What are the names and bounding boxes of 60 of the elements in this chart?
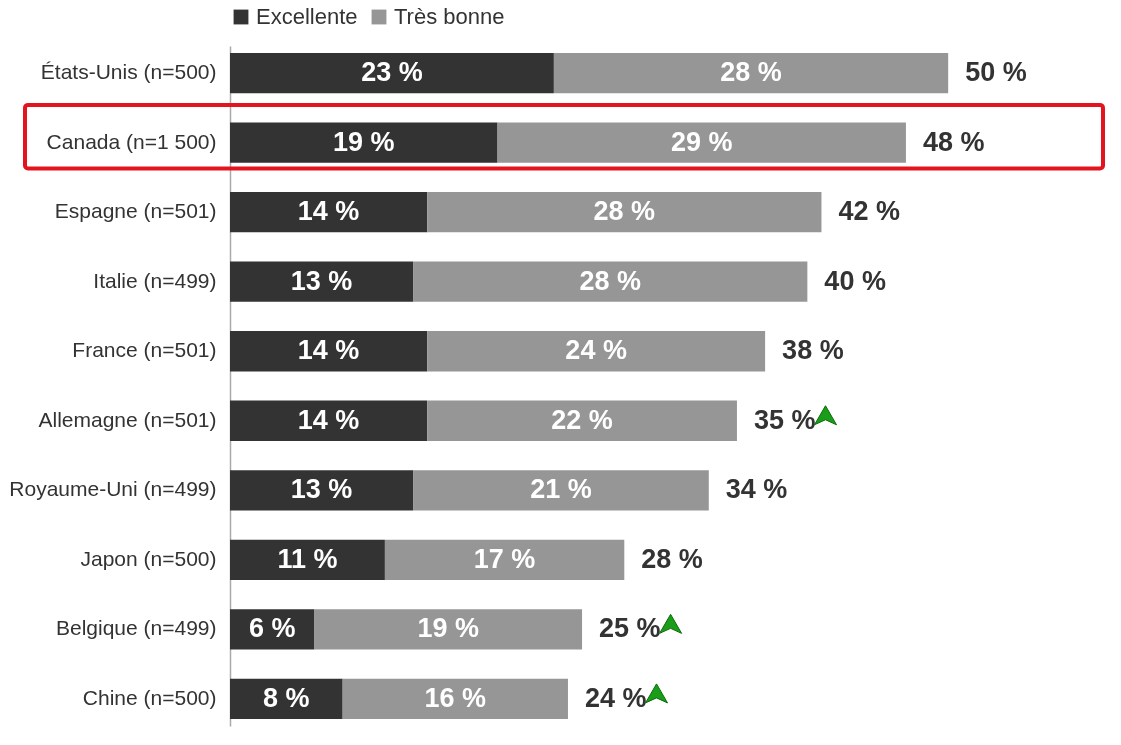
- bar: [413, 470, 709, 511]
- total-label: 35 %: [753, 404, 816, 435]
- data-label: 19 %: [333, 126, 395, 157]
- legend-label: Très bonne: [394, 4, 505, 29]
- total-label: 48 %: [922, 126, 985, 157]
- data-label: 23 %: [361, 57, 423, 88]
- data-label: 13 %: [290, 265, 353, 296]
- bar: [230, 539, 385, 580]
- y-tick-label: Belgique (n=499): [55, 616, 217, 640]
- bar: [230, 261, 414, 302]
- bar: [384, 539, 625, 580]
- y-tick-label: États-Unis (n=500): [40, 60, 217, 84]
- data-label: 17 %: [473, 543, 536, 574]
- bar: [314, 609, 583, 650]
- bar: [427, 331, 766, 372]
- data-label: 13 %: [290, 474, 353, 505]
- data-label: 14 %: [297, 335, 360, 366]
- data-label: 16 %: [424, 682, 487, 713]
- bar: [230, 52, 554, 94]
- data-label: 21 %: [530, 474, 592, 505]
- legend-label: Excellente: [256, 4, 358, 29]
- y-tick-label: Italie (n=499): [93, 268, 217, 292]
- data-label: 24 %: [565, 335, 627, 366]
- data-label: 11 %: [277, 543, 338, 574]
- data-label: 14 %: [297, 404, 360, 435]
- bar: [427, 400, 737, 441]
- bar: [497, 122, 906, 163]
- y-tick-label: Royaume-Uni (n=499): [9, 477, 217, 501]
- y-tick-label: Canada (n=1 500): [46, 129, 217, 153]
- bar: [230, 192, 428, 233]
- y-tick-label: Chine (n=500): [82, 685, 217, 709]
- y-tick-label: Allemagne (n=501): [38, 407, 217, 431]
- data-label: 29 %: [670, 126, 733, 157]
- bar: [413, 261, 808, 302]
- data-label: 28 %: [579, 265, 641, 296]
- bar: [230, 331, 428, 372]
- y-tick-label: Japon (n=500): [80, 546, 217, 570]
- data-label: 28 %: [720, 57, 782, 88]
- data-label: 28 %: [593, 196, 656, 227]
- total-label: 28 %: [641, 543, 703, 574]
- bar: [230, 400, 428, 441]
- y-tick-label: France (n=501): [72, 338, 217, 362]
- bar: [553, 52, 949, 94]
- total-label: 34 %: [725, 474, 788, 505]
- total-label: 40 %: [824, 265, 886, 296]
- bar: [427, 192, 822, 233]
- data-label: 19 %: [417, 613, 480, 644]
- bar: [230, 470, 414, 511]
- total-label: 24 %: [584, 682, 647, 713]
- total-label: 50 %: [965, 57, 1027, 88]
- data-label: 8 %: [263, 682, 310, 713]
- total-label: 42 %: [838, 196, 900, 227]
- bar: [230, 122, 498, 163]
- data-label: 14 %: [297, 196, 360, 227]
- bar: [342, 678, 568, 720]
- data-label: 22 %: [551, 404, 613, 435]
- y-tick-label: Espagne (n=501): [54, 199, 217, 223]
- data-label: 6 %: [248, 613, 296, 644]
- total-label: 38 %: [782, 335, 844, 366]
- total-label: 25 %: [599, 613, 661, 644]
